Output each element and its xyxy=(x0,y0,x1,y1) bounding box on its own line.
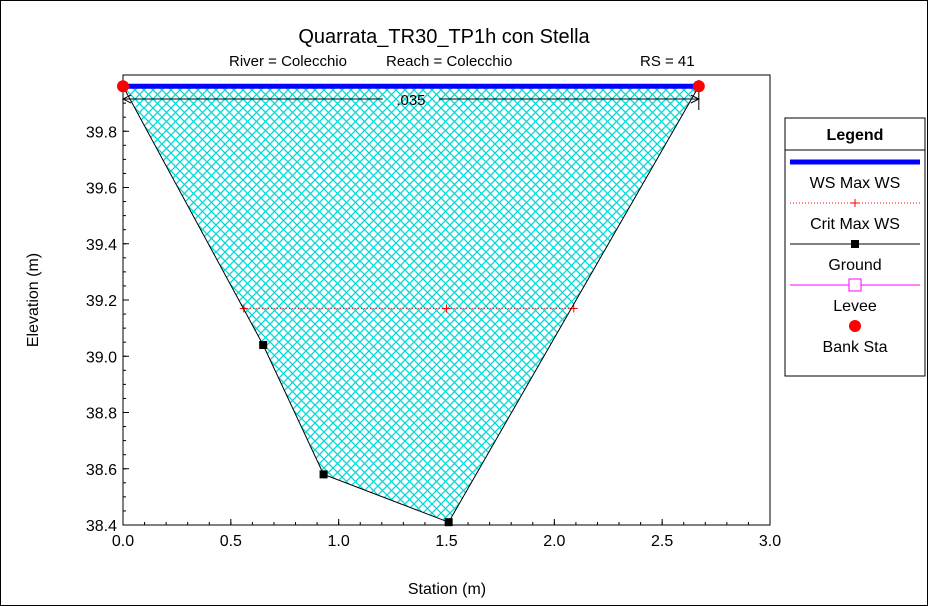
water-fill xyxy=(123,86,699,523)
legend-marker-crit xyxy=(851,199,859,207)
legend-entry-label: WS Max WS xyxy=(810,175,901,192)
x-axis-label: Station (m) xyxy=(408,581,486,598)
bank-sta-point xyxy=(692,80,705,93)
x-tick-label: 0.5 xyxy=(220,533,242,550)
ground-point xyxy=(444,518,453,527)
y-tick-label: 38.4 xyxy=(86,518,117,535)
y-tick-label: 38.6 xyxy=(86,462,117,479)
legend-entry-label: Crit Max WS xyxy=(810,216,900,233)
y-tick-label: 39.6 xyxy=(86,181,117,198)
manning-n-label: .035 xyxy=(396,92,425,109)
legend-entry: Bank Sta xyxy=(823,320,888,356)
y-tick-label: 39.0 xyxy=(86,349,117,366)
legend-marker-levee xyxy=(848,278,862,292)
legend-entry: Levee xyxy=(790,278,920,315)
y-axis-label: Elevation (m) xyxy=(25,253,42,347)
bank-sta-markers xyxy=(117,80,705,93)
legend-entry-label: Ground xyxy=(828,257,881,274)
manning-n-indicator: .035 xyxy=(121,80,700,110)
bank-sta-point xyxy=(117,80,129,93)
legend-marker-bank xyxy=(849,320,861,332)
legend-title: Legend xyxy=(827,127,884,144)
crit-max-ws-point xyxy=(442,304,451,313)
chart-title: Quarrata_TR30_TP1h con Stella xyxy=(298,26,590,48)
y-tick-label: 39.2 xyxy=(86,293,117,310)
legend-entry: Crit Max WS xyxy=(790,199,920,233)
x-tick-label: 0.0 xyxy=(112,533,134,550)
plot-area: 0.0 0.5 1.0 1.5 2.0 2.5 3.0 38.4 38.6 38.8 39.0 39… xyxy=(86,74,781,550)
y-tick-label: 39.8 xyxy=(86,124,117,141)
legend-entry-label: Levee xyxy=(833,298,877,315)
subtitle-reach: Reach = Colecchio xyxy=(386,53,512,70)
x-tick-label: 2.0 xyxy=(543,533,565,550)
legend-marker-ground xyxy=(851,240,859,248)
legend-entry-label: Bank Sta xyxy=(823,339,888,356)
x-tick-label: 2.5 xyxy=(651,533,673,550)
legend: Legend WS Max WS Crit Max WS Ground Levee Ba… xyxy=(784,117,926,377)
x-axis: 0.0 0.5 1.0 1.5 2.0 2.5 3.0 xyxy=(112,519,781,550)
ground-point xyxy=(319,470,328,479)
subtitle-river: River = Colecchio xyxy=(229,53,347,70)
legend-entry: Ground xyxy=(790,240,920,274)
x-tick-label: 3.0 xyxy=(759,533,781,550)
ground-point xyxy=(259,341,268,349)
x-tick-label: 1.5 xyxy=(435,533,457,550)
y-axis: 38.4 38.6 38.8 39.0 39.2 39.4 39.6 39.8 xyxy=(86,74,129,535)
legend-entries: WS Max WS Crit Max WS Ground Levee Bank Sta xyxy=(790,159,920,356)
legend-entry: WS Max WS xyxy=(790,159,920,192)
subtitle-rs: RS = 41 xyxy=(640,53,695,70)
y-tick-label: 39.4 xyxy=(86,237,117,254)
x-tick-label: 1.0 xyxy=(328,533,350,550)
y-tick-label: 38.8 xyxy=(86,406,117,423)
